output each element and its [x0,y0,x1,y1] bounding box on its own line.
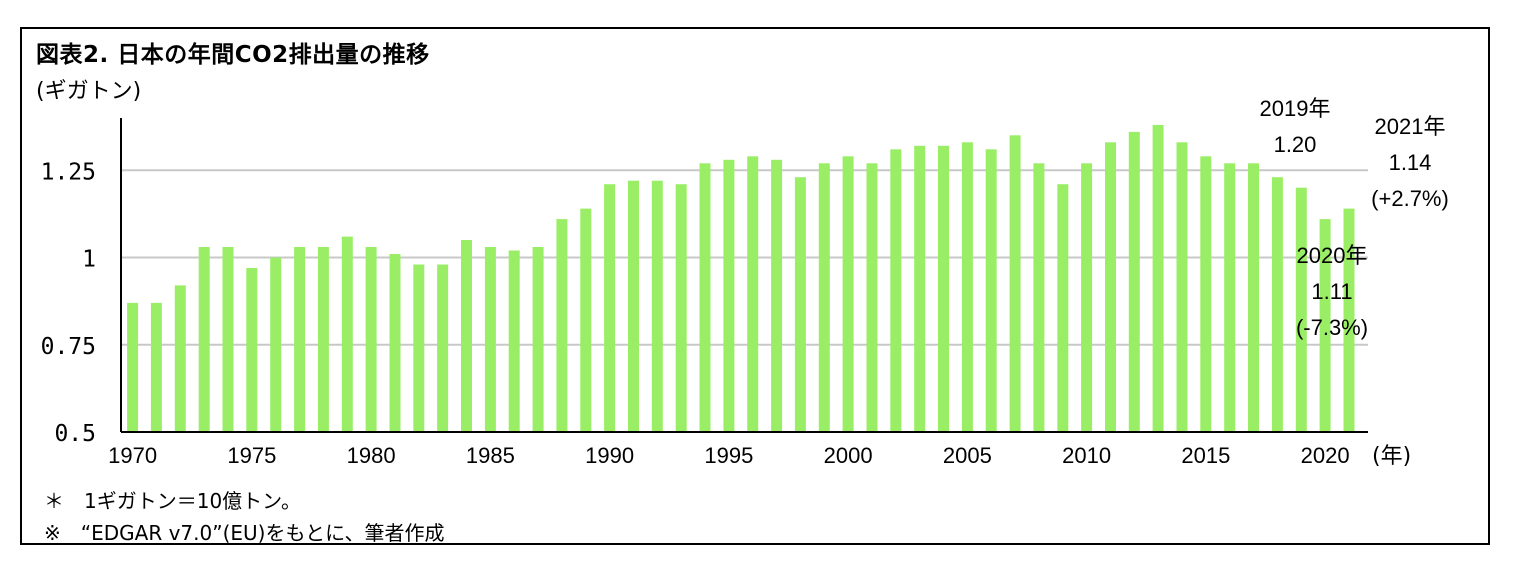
bar [890,149,902,433]
bar [1200,156,1212,433]
chart-frame: 図表2. 日本の年間CO2排出量の推移 (ギガトン) ＊ 1ギガトン＝10億トン… [20,27,1490,545]
bar [1319,219,1331,432]
bar [842,156,854,433]
bar [747,156,759,433]
bar [1271,177,1283,432]
annotation-label: (-7.3%) [1296,315,1368,340]
bar [222,247,234,432]
bar [174,285,186,432]
footnote-source: ※ “EDGAR v7.0”(EU)をもとに、筆者作成 [44,521,445,545]
bar [508,250,520,432]
x-tick-label: 1985 [466,443,515,468]
bar [270,257,282,432]
bar [413,264,425,432]
bar [127,302,139,432]
bar [961,142,973,433]
bar [938,145,949,433]
x-tick-label: 1975 [227,443,276,468]
bar [866,163,878,433]
bar [389,254,401,432]
footnote-unit: ＊ 1ギガトン＝10億トン。 [44,489,301,513]
bar [365,247,377,432]
annotation-label: 1.11 [1311,279,1352,304]
y-tick-label: 1.25 [41,159,96,185]
bar [1033,163,1045,433]
bar [699,163,711,433]
bar [317,247,329,432]
annotation-label: 2020年 [1297,243,1368,268]
x-tick-label: 1995 [704,443,753,468]
bar [1128,131,1140,432]
bar [651,180,663,432]
bar [532,247,544,432]
bar [1152,124,1164,433]
bar [1176,142,1188,433]
bar [1343,208,1355,432]
x-tick-label: 2010 [1062,443,1111,468]
bar [1057,184,1069,432]
bar [818,163,830,433]
y-tick-label: 0.75 [41,334,96,360]
bar [484,247,496,432]
bar [675,184,687,432]
annotation-label: 2021年 [1375,114,1446,139]
annotation-label: 1.14 [1389,150,1432,175]
bar [628,180,639,432]
y-tick-label: 0.5 [54,421,96,447]
bar [1105,142,1116,433]
bar [198,247,210,432]
x-axis-unit-label: (年) [1372,444,1411,469]
x-tick-label: 2015 [1181,443,1230,468]
bar [771,159,783,433]
annotation-label: (+2.7%) [1371,186,1449,211]
bar [294,247,306,432]
bar [556,219,568,432]
bar [1248,163,1259,433]
annotation-label: 1.20 [1274,132,1317,157]
x-tick-label: 1980 [347,443,396,468]
bar [580,208,592,432]
bar [985,149,997,433]
bar [341,236,353,432]
annotation-label: 2019年 [1260,96,1331,121]
bar [437,264,449,432]
bar [461,240,472,432]
bar [1081,163,1093,433]
bar [1295,187,1307,432]
x-tick-label: 2005 [943,443,992,468]
y-unit-label: (ギガトン) [36,79,142,104]
bar [246,268,258,432]
bar [150,302,162,432]
bar [604,184,616,432]
bar [1009,135,1021,433]
x-tick-label: 2000 [824,443,873,468]
x-tick-label: 2020 [1301,443,1350,468]
bar [914,145,926,433]
x-tick-label: 1990 [585,443,634,468]
x-tick-label: 1970 [108,443,157,468]
bar [723,159,735,433]
bar [794,177,806,432]
bar [1224,163,1236,433]
y-tick-label: 1 [82,247,96,273]
chart-title: 図表2. 日本の年間CO2排出量の推移 [36,42,430,68]
